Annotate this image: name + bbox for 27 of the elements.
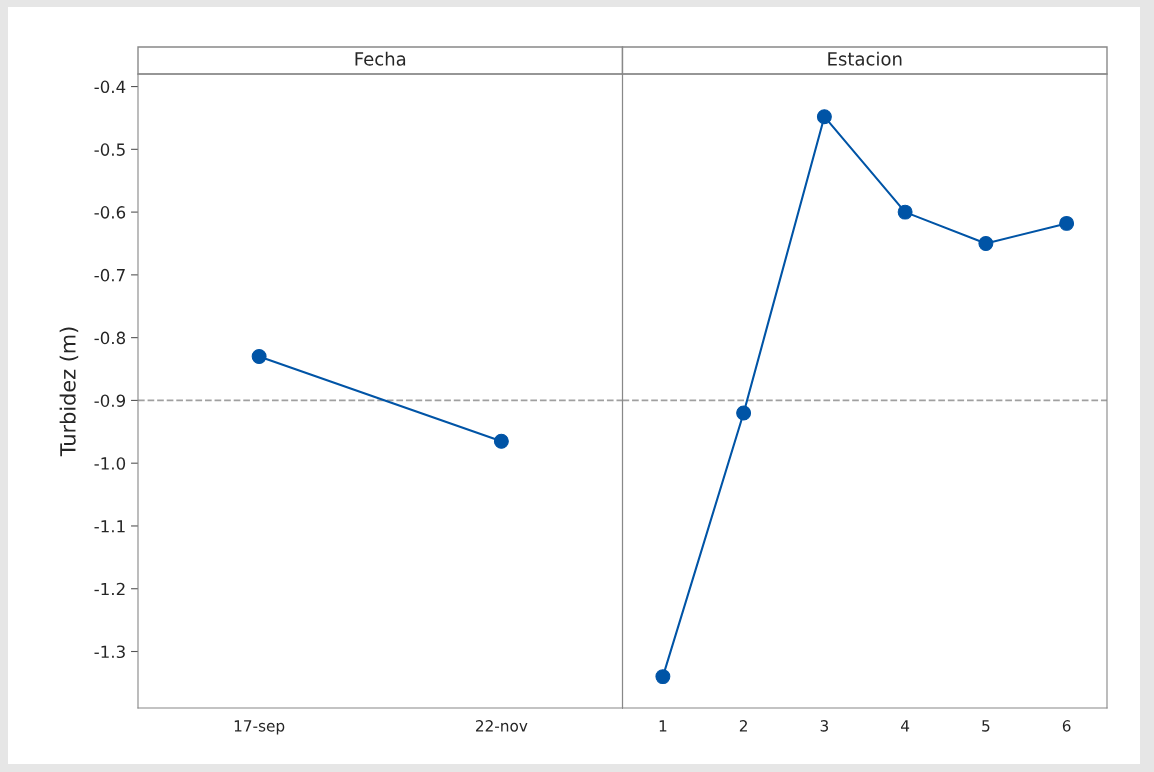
point	[655, 669, 671, 685]
y-tick-label: -0.5	[94, 143, 125, 156]
y-axis-title: Turbidez (m)	[59, 327, 79, 457]
y-tick-label: -1.0	[94, 457, 126, 470]
x-tick-label: 2	[739, 720, 747, 732]
y-tick-label: -0.8	[94, 331, 126, 345]
y-tick-label: -1.2	[94, 582, 125, 596]
y-tick-label: -0.6	[94, 206, 126, 219]
chart-title: Fecha	[355, 51, 406, 66]
point	[897, 204, 913, 220]
y-tick-label: -0.9	[94, 394, 126, 407]
y-tick-label: -0.4	[94, 80, 126, 94]
y-tick-label: -1.3	[94, 645, 125, 659]
x-tick-label: 3	[820, 720, 829, 732]
chart-title: Estacion	[828, 51, 902, 66]
x-tick-label: 17-sep	[234, 720, 285, 735]
y-tick-label: -1.1	[94, 520, 125, 533]
x-tick-label: 4	[901, 720, 910, 732]
x-tick-label: 1	[659, 720, 667, 732]
point	[1059, 215, 1075, 231]
point	[736, 405, 752, 421]
x-tick-label: 5	[982, 720, 990, 732]
y-tick-label: -0.7	[94, 268, 125, 282]
x-tick-label: 6	[1062, 720, 1071, 732]
point	[978, 236, 994, 251]
point	[816, 109, 832, 125]
x-tick-label: 22-nov	[475, 720, 528, 732]
